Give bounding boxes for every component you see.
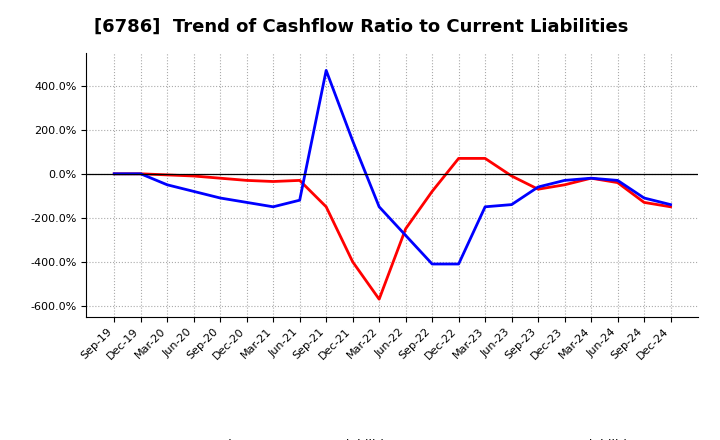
Free CF to Current Liabilities bbox=[560, 178, 569, 183]
Free CF to Current Liabilities bbox=[401, 233, 410, 238]
Free CF to Current Liabilities bbox=[428, 261, 436, 267]
Operating CF to Current Liabilities bbox=[163, 172, 171, 177]
Free CF to Current Liabilities bbox=[481, 204, 490, 209]
Operating CF to Current Liabilities bbox=[640, 200, 649, 205]
Free CF to Current Liabilities bbox=[295, 198, 304, 203]
Free CF to Current Liabilities bbox=[348, 138, 357, 143]
Free CF to Current Liabilities bbox=[587, 176, 595, 181]
Operating CF to Current Liabilities bbox=[243, 178, 251, 183]
Operating CF to Current Liabilities bbox=[508, 173, 516, 179]
Operating CF to Current Liabilities bbox=[110, 171, 119, 176]
Free CF to Current Liabilities bbox=[110, 171, 119, 176]
Free CF to Current Liabilities bbox=[163, 182, 171, 187]
Free CF to Current Liabilities bbox=[322, 68, 330, 73]
Free CF to Current Liabilities bbox=[613, 178, 622, 183]
Free CF to Current Liabilities bbox=[508, 202, 516, 207]
Text: [6786]  Trend of Cashflow Ratio to Current Liabilities: [6786] Trend of Cashflow Ratio to Curren… bbox=[94, 18, 628, 36]
Free CF to Current Liabilities bbox=[243, 200, 251, 205]
Operating CF to Current Liabilities bbox=[136, 171, 145, 176]
Operating CF to Current Liabilities bbox=[534, 187, 542, 192]
Operating CF to Current Liabilities bbox=[189, 173, 198, 179]
Operating CF to Current Liabilities bbox=[375, 297, 384, 302]
Free CF to Current Liabilities bbox=[454, 261, 463, 267]
Operating CF to Current Liabilities bbox=[666, 204, 675, 209]
Free CF to Current Liabilities bbox=[136, 171, 145, 176]
Legend: Operating CF to Current Liabilities, Free CF to Current Liabilities: Operating CF to Current Liabilities, Fre… bbox=[138, 434, 647, 440]
Free CF to Current Liabilities bbox=[640, 195, 649, 201]
Operating CF to Current Liabilities bbox=[295, 178, 304, 183]
Operating CF to Current Liabilities bbox=[401, 226, 410, 231]
Operating CF to Current Liabilities bbox=[428, 189, 436, 194]
Free CF to Current Liabilities bbox=[666, 202, 675, 207]
Operating CF to Current Liabilities bbox=[216, 176, 225, 181]
Operating CF to Current Liabilities bbox=[481, 156, 490, 161]
Free CF to Current Liabilities bbox=[216, 195, 225, 201]
Operating CF to Current Liabilities bbox=[613, 180, 622, 185]
Line: Free CF to Current Liabilities: Free CF to Current Liabilities bbox=[114, 70, 670, 264]
Free CF to Current Liabilities bbox=[189, 189, 198, 194]
Operating CF to Current Liabilities bbox=[454, 156, 463, 161]
Operating CF to Current Liabilities bbox=[322, 204, 330, 209]
Operating CF to Current Liabilities bbox=[587, 176, 595, 181]
Operating CF to Current Liabilities bbox=[269, 179, 277, 184]
Line: Operating CF to Current Liabilities: Operating CF to Current Liabilities bbox=[114, 158, 670, 299]
Free CF to Current Liabilities bbox=[269, 204, 277, 209]
Operating CF to Current Liabilities bbox=[348, 259, 357, 264]
Free CF to Current Liabilities bbox=[375, 204, 384, 209]
Free CF to Current Liabilities bbox=[534, 184, 542, 190]
Operating CF to Current Liabilities bbox=[560, 182, 569, 187]
